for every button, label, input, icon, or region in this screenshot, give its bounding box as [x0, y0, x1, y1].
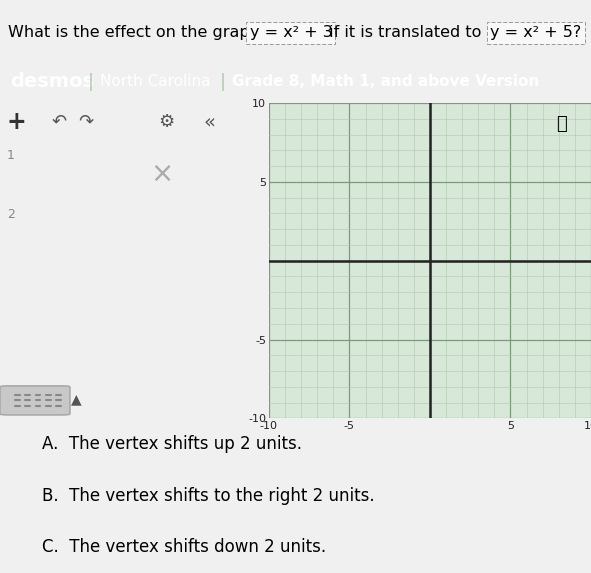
Text: |: | — [220, 73, 226, 91]
Text: 1: 1 — [7, 150, 15, 162]
Text: 2: 2 — [7, 208, 15, 221]
Text: North Carolina: North Carolina — [100, 74, 210, 89]
Text: y = x² + 3: y = x² + 3 — [249, 25, 332, 41]
Text: desmos: desmos — [10, 72, 94, 91]
Text: ↶: ↶ — [51, 113, 67, 131]
Text: C.  The vertex shifts down 2 units.: C. The vertex shifts down 2 units. — [42, 538, 326, 556]
Text: A.  The vertex shifts up 2 units.: A. The vertex shifts up 2 units. — [42, 435, 302, 453]
Text: Grade 8, Math 1, and above Version: Grade 8, Math 1, and above Version — [232, 74, 539, 89]
Text: +: + — [7, 110, 26, 134]
Text: 🔧: 🔧 — [556, 115, 567, 132]
Text: ↷: ↷ — [79, 113, 93, 131]
Text: «: « — [204, 112, 216, 131]
Text: What is the effect on the graph of: What is the effect on the graph of — [8, 25, 285, 41]
Text: y = x² + 5?: y = x² + 5? — [490, 25, 582, 41]
Text: ×: × — [150, 159, 173, 187]
Text: ⚙: ⚙ — [158, 113, 175, 131]
FancyBboxPatch shape — [0, 386, 70, 415]
Text: |: | — [88, 73, 94, 91]
Text: if it is translated to: if it is translated to — [324, 25, 487, 41]
Text: B.  The vertex shifts to the right 2 units.: B. The vertex shifts to the right 2 unit… — [42, 486, 375, 505]
Text: ▲: ▲ — [72, 393, 82, 407]
